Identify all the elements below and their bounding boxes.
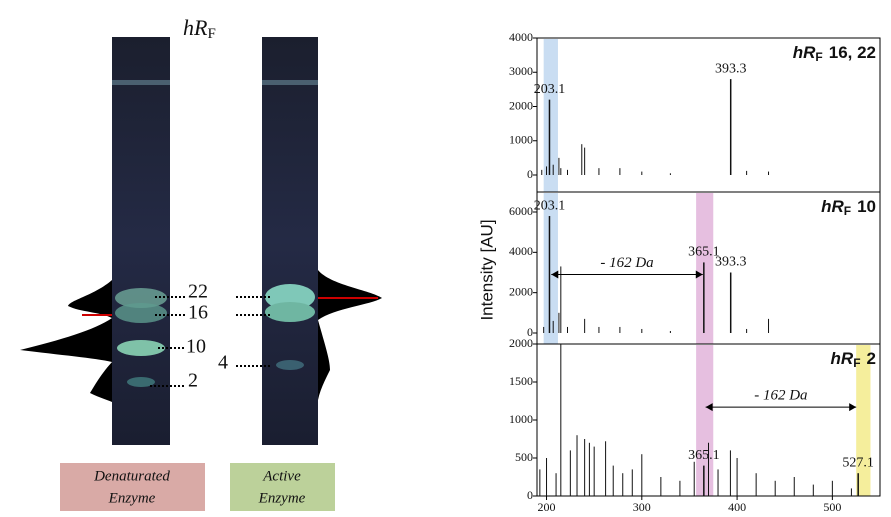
lane-label: Denaturated: [93, 468, 170, 484]
solvent-front: [262, 80, 318, 85]
x-tick-label: 400: [728, 500, 746, 514]
highlight-band: [696, 193, 714, 344]
y-tick-label: 500: [515, 450, 533, 464]
panel-title: hRF 10: [821, 197, 876, 218]
title-part: F: [815, 50, 822, 64]
band-label: 4: [218, 352, 228, 374]
y-tick-label: 4000: [509, 30, 533, 44]
highlight-band: [543, 39, 558, 192]
y-tick-label: 0: [527, 488, 533, 502]
title-part: 2: [867, 349, 876, 368]
panel-title: hRF 16, 22: [793, 43, 876, 64]
highlight-band: [856, 345, 871, 496]
peak-label: 203.1: [534, 198, 566, 213]
annotation: - 162 Da: [754, 388, 807, 404]
y-tick-label: 1500: [509, 374, 533, 388]
y-tick-label: 2000: [509, 98, 533, 112]
x-tick-label: 300: [633, 500, 651, 514]
spot: [276, 360, 304, 370]
tlc-title: hRF: [183, 15, 216, 42]
lane-label: Enzyme: [108, 490, 156, 506]
y-tick-label: 4000: [509, 244, 533, 258]
spot: [265, 302, 315, 322]
y-tick-label: 3000: [509, 64, 533, 78]
band-label: 16: [188, 302, 208, 324]
panel-title: hRF 2: [831, 349, 876, 370]
annotation: - 162 Da: [600, 255, 653, 271]
band-label: 22: [188, 281, 208, 303]
title-part: 16, 22: [829, 43, 876, 62]
densitogram: [318, 270, 382, 400]
peak-label: 203.1: [534, 82, 566, 97]
peak-label: 527.1: [842, 455, 874, 470]
spot: [127, 377, 155, 387]
x-tick-label: 200: [538, 500, 556, 514]
spot: [117, 340, 165, 356]
densitogram: [20, 280, 112, 402]
y-tick-label: 2000: [509, 284, 533, 298]
title-part: F: [844, 204, 851, 218]
highlight-band: [696, 345, 714, 496]
peak-label: 393.3: [715, 255, 747, 270]
spot: [115, 303, 167, 323]
y-axis-label: Intensity [AU]: [477, 219, 496, 320]
spot: [115, 288, 167, 308]
title-part: hR: [821, 197, 844, 216]
lane-label: Active: [262, 468, 301, 484]
y-tick-label: 1000: [509, 412, 533, 426]
title-part: 10: [857, 197, 876, 216]
y-tick-label: 6000: [509, 204, 533, 218]
highlight-band: [543, 193, 558, 344]
band-label: 10: [186, 336, 206, 358]
band-labels: 22 16 10 2 4: [186, 281, 228, 392]
y-tick-label: 0: [527, 167, 533, 181]
y-tick-label: 0: [527, 325, 533, 339]
peak-label: 365.1: [688, 245, 720, 260]
band-markers: [150, 296, 272, 387]
tlc-lane: [262, 37, 318, 445]
title-part: hR: [793, 43, 816, 62]
band-label: 2: [188, 370, 198, 392]
title-part: F: [853, 356, 860, 370]
y-tick-label: 1000: [509, 133, 533, 147]
x-tick-label: 500: [823, 500, 841, 514]
lane-label: Enzyme: [258, 490, 306, 506]
solvent-front: [112, 80, 170, 85]
lane-legend: [230, 463, 335, 511]
lane-legend: [60, 463, 205, 511]
title-part: hR: [831, 349, 854, 368]
y-tick-label: 2000: [509, 336, 533, 350]
peak-label: 393.3: [715, 61, 747, 76]
peak-label: 365.1: [688, 448, 720, 463]
